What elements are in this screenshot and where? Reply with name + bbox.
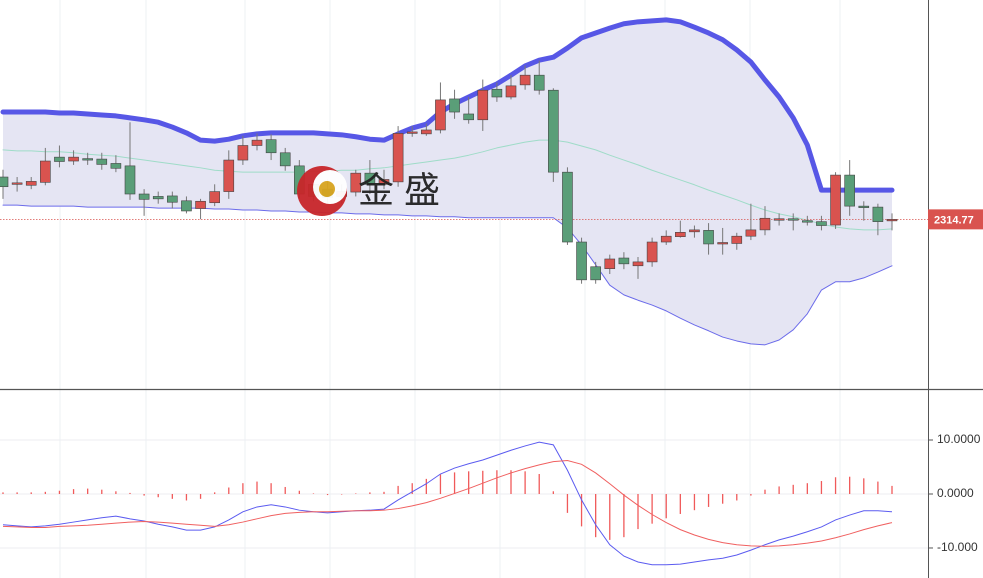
y-tick-label: -10.000 [937, 540, 978, 554]
candle-body [54, 156, 65, 162]
y-tick-label: 0.0000 [937, 486, 974, 500]
candle-body [138, 193, 150, 200]
candle-body [421, 129, 432, 135]
candle-body [152, 196, 164, 200]
candle-body [491, 88, 503, 98]
candle-body [830, 174, 841, 226]
candle-body [350, 172, 362, 193]
candle-body [858, 205, 870, 208]
candle-body [675, 232, 686, 237]
candle-body [110, 163, 122, 169]
candle-body [604, 258, 616, 269]
candle-body [392, 133, 404, 183]
candle-body [181, 200, 192, 212]
candle-body [717, 242, 728, 245]
candle-body [364, 172, 376, 185]
candle-body [96, 158, 108, 165]
candle-body [548, 89, 559, 173]
last-price-tag [928, 209, 983, 230]
plot-area [0, 17, 928, 566]
candle-body [660, 235, 672, 243]
band-fill [3, 19, 892, 345]
candle-body [406, 131, 418, 134]
candle-body [703, 230, 714, 245]
candle-body [745, 229, 757, 237]
candle-body [0, 176, 9, 188]
candle-body [124, 165, 136, 195]
candle-body [505, 85, 517, 98]
candle-body [378, 179, 390, 185]
candle-body [773, 218, 785, 221]
candle-body [759, 217, 771, 231]
candle-body [11, 182, 23, 185]
candle-body [562, 171, 573, 243]
candle-body [689, 229, 700, 233]
candle-body [872, 206, 884, 222]
candle-body [435, 99, 446, 131]
candle-body [618, 257, 630, 265]
band-line [2, 204, 893, 346]
band-line [0, 17, 895, 193]
macd-line [2, 441, 893, 566]
candle-body [265, 139, 277, 154]
candle-body [82, 158, 93, 161]
axis-area: 2314.77 10.0000 0.0000 -10.000 [928, 209, 983, 554]
candle-body [463, 113, 474, 121]
candle-body [886, 219, 898, 222]
candle-body [251, 139, 263, 146]
candle-body [25, 181, 37, 186]
candle-body [449, 98, 460, 113]
candle-body [816, 221, 827, 226]
band-line [2, 139, 893, 231]
candle-body [787, 218, 799, 221]
candle-body [209, 191, 220, 204]
candle-body [590, 266, 601, 281]
y-tick-label: 10.0000 [937, 432, 981, 446]
candle-body [195, 200, 206, 209]
candle-body [802, 220, 813, 223]
candle-body [279, 152, 291, 167]
candle-body [477, 89, 489, 121]
last-price-label: 2314.77 [934, 214, 974, 226]
candle-body [68, 156, 79, 162]
watermark-text: 金 盛 [358, 170, 440, 211]
candle-body [646, 241, 658, 263]
candle-body [731, 235, 743, 244]
candle-body [223, 159, 235, 192]
candle-body [576, 241, 587, 281]
candle-body [237, 145, 249, 161]
candle-body [167, 195, 178, 203]
logo-ball [319, 181, 335, 197]
candle-body [519, 74, 531, 86]
candle-body [533, 74, 545, 91]
macd-line [2, 460, 893, 547]
candle-body [632, 261, 644, 267]
watermark: 金 盛 [297, 166, 440, 216]
candle-body [844, 174, 855, 207]
candle-body [40, 160, 51, 183]
